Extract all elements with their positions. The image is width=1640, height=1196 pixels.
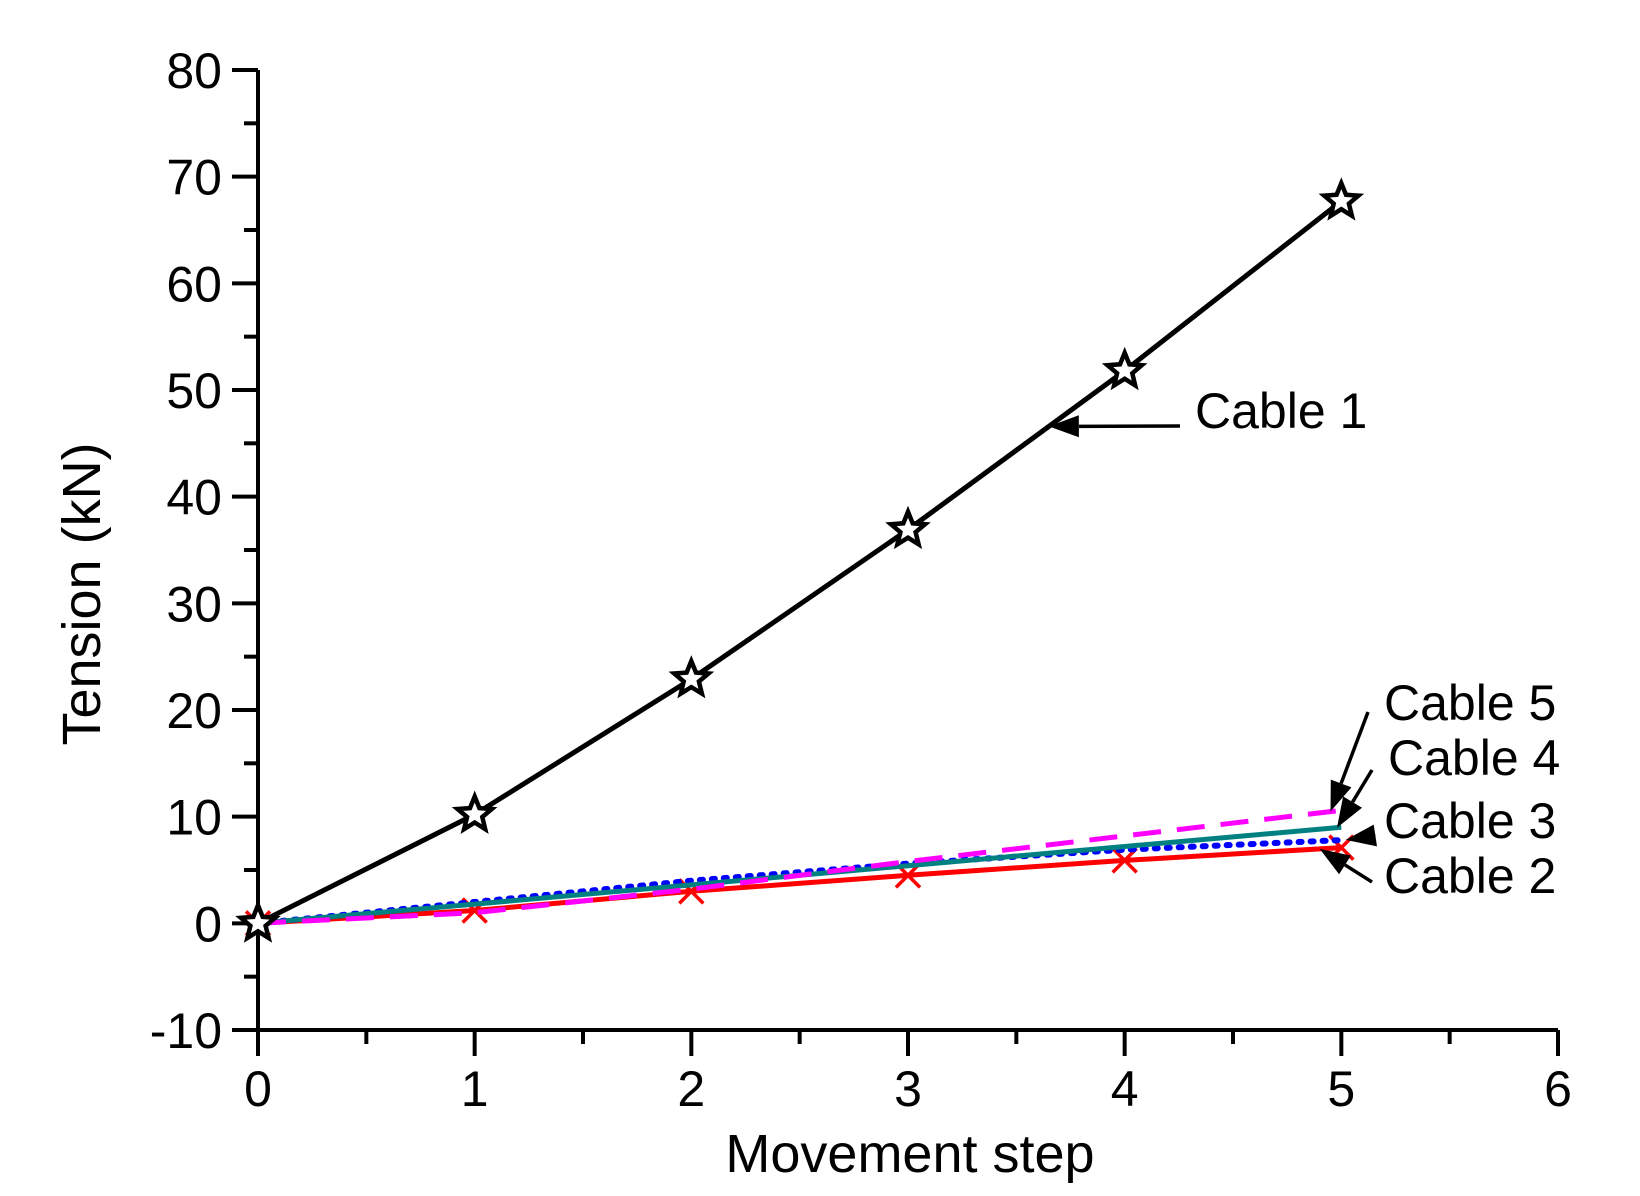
y-tick-label: 60 — [166, 256, 222, 312]
annotation-label: Cable 2 — [1384, 848, 1556, 904]
annotation-arrow-line — [1344, 863, 1373, 884]
x-tick-label: 4 — [1111, 1061, 1139, 1117]
data-point-cable-1 — [885, 505, 931, 550]
x-tick-label: 6 — [1544, 1061, 1572, 1117]
annotation-cable-5: Cable 5 — [1330, 675, 1556, 812]
y-tick-label: 20 — [166, 683, 222, 739]
annotation-arrow-head — [1319, 848, 1351, 875]
series-line-cable-2 — [257, 845, 1342, 926]
annotation-arrow-line — [1351, 769, 1374, 803]
y-tick-label: 40 — [166, 470, 222, 526]
series-cable-1 — [235, 177, 1365, 943]
series-cable-2 — [244, 834, 1355, 937]
series-line-cable-5 — [257, 807, 1342, 926]
annotation-label: Cable 4 — [1388, 730, 1560, 786]
annotation-cable-1: Cable 1 — [1048, 383, 1367, 439]
data-point-cable-1 — [1318, 177, 1365, 221]
annotation-cable-2: Cable 2 — [1319, 848, 1556, 904]
y-axis-title: Tension (kN) — [52, 442, 112, 745]
axes: -10 0 10 20 30 40 50 60 70 80 0 1 2 3 4 5 6 — [150, 43, 1572, 1117]
annotation-label: Cable 1 — [1195, 383, 1367, 439]
annotation-cable-4: Cable 4 — [1337, 730, 1560, 828]
annotation-arrow-head — [1048, 415, 1079, 438]
annotation-arrow-head — [1330, 779, 1352, 812]
x-tick-label: 1 — [461, 1061, 489, 1117]
y-tick-label: 50 — [166, 363, 222, 419]
x-tick-label: 2 — [677, 1061, 705, 1117]
annotation-arrow-head — [1337, 796, 1362, 828]
annotation-label: Cable 5 — [1384, 675, 1556, 731]
data-point-cable-1 — [668, 655, 715, 699]
data-point-cable-1 — [451, 790, 498, 834]
series-cable-5 — [257, 807, 1342, 926]
x-tick-label: 3 — [894, 1061, 922, 1117]
data-point-cable-1 — [235, 899, 281, 943]
annotation-cable-3: Cable 3 — [1345, 793, 1556, 849]
data-point-cable-2 — [1111, 847, 1138, 874]
y-tick-label: 10 — [166, 790, 222, 846]
annotation-arrow-head — [1345, 824, 1377, 847]
y-tick-label: -10 — [150, 1003, 222, 1059]
x-tick-label: 0 — [244, 1061, 272, 1117]
data-point-cable-1 — [1101, 346, 1148, 391]
y-tick-label: 0 — [194, 896, 222, 952]
annotation-label: Cable 3 — [1384, 793, 1556, 849]
y-tick-label: 80 — [166, 43, 222, 99]
x-tick-label: 5 — [1327, 1061, 1355, 1117]
x-axis-title: Movement step — [725, 1124, 1094, 1184]
annotation-arrow-line — [1339, 711, 1370, 785]
series-layer — [235, 177, 1365, 943]
y-tick-label: 70 — [166, 150, 222, 206]
series-line-cable-1 — [256, 199, 1343, 926]
y-tick-label: 30 — [166, 576, 222, 632]
